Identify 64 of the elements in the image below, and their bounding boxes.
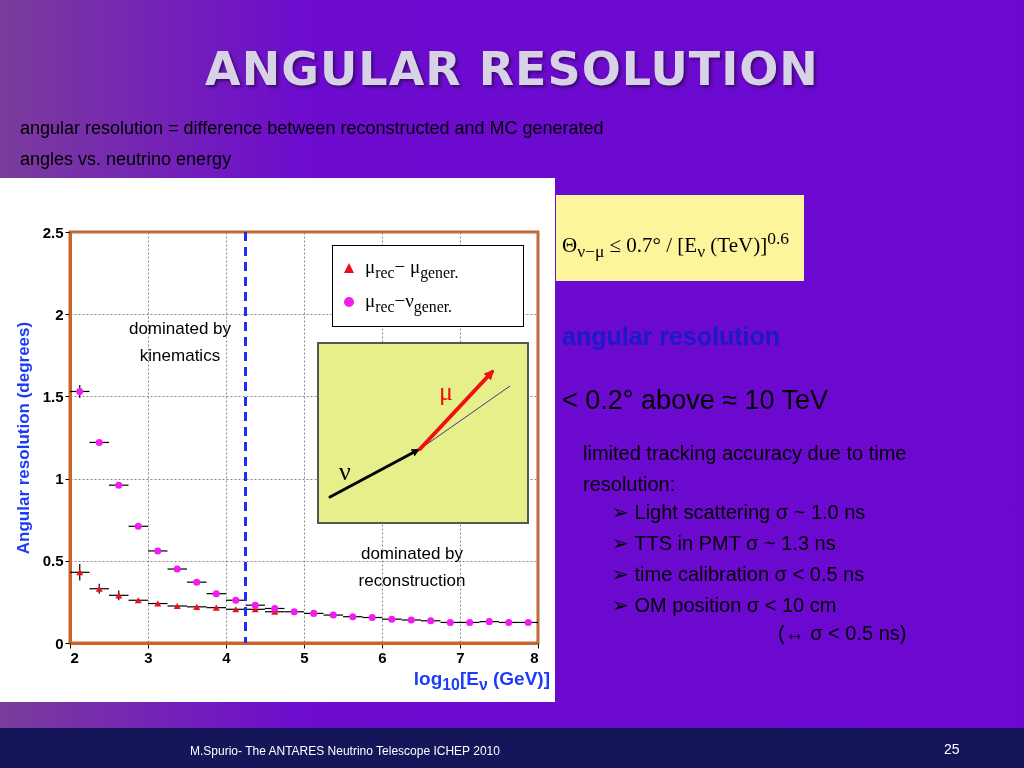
- point: [271, 604, 279, 613]
- y-tick-label: 2: [55, 305, 64, 323]
- legend-label: μ$_{rec}$−ν$_{gener.}$: [365, 290, 453, 316]
- text: ➢ time calibration σ < 0.5 ns: [612, 562, 865, 586]
- x-tick-label: 5: [300, 648, 309, 666]
- point: [154, 547, 162, 555]
- x-tick-label: 4: [222, 648, 232, 666]
- text: M.Spurio- The ANTARES Neutrino Telescope ICHEP 2010: [190, 744, 500, 758]
- point: [134, 597, 142, 604]
- annotation: dominated by kinematics: [127, 318, 233, 367]
- point: [134, 522, 142, 530]
- text: 25: [944, 741, 960, 757]
- chart-title: ANGULAR RESOLUTION: [204, 42, 820, 96]
- point: [505, 618, 513, 626]
- point: [466, 618, 474, 626]
- y-axis-title: Angular resolution (degrees): [13, 321, 33, 555]
- annotation: μ: [439, 377, 453, 406]
- point: [76, 387, 84, 395]
- vector-diagram: ν μ: [317, 342, 529, 524]
- point: [115, 481, 123, 489]
- point: [524, 618, 532, 626]
- point: [310, 609, 318, 617]
- text: ➢ Light scattering σ ~ 1.0 ns: [612, 500, 866, 524]
- point: [173, 565, 181, 573]
- point: [407, 616, 415, 624]
- point: [212, 604, 220, 611]
- x-tick-label: 7: [456, 648, 465, 666]
- y-tick-label: 1.5: [42, 387, 64, 405]
- point: [485, 618, 493, 626]
- annotation: ν: [339, 457, 351, 486]
- point: [232, 596, 240, 604]
- point: [446, 618, 454, 626]
- text: ➢ OM position σ < 10 cm: [612, 593, 837, 617]
- point: [95, 438, 103, 446]
- y-tick-label: 0: [55, 634, 64, 652]
- y-tick-label: 2.5: [42, 223, 64, 241]
- point: [193, 603, 201, 610]
- point: [251, 601, 259, 609]
- text: Θ$_{ν−μ}$ ≤ 0.7° / [E$_{ν}$ (TeV)]$^{0.6}$: [562, 228, 790, 262]
- point: [212, 590, 220, 598]
- x-axis-title: log$_{10}$[E$_{ν}$ (GeV)]: [412, 668, 550, 694]
- y-tick-label: 1: [55, 470, 64, 488]
- point: [193, 578, 201, 586]
- point: [368, 613, 376, 622]
- point: [349, 613, 357, 621]
- text: < 0.2° above ≈ 10 TeV: [562, 385, 829, 416]
- text: limited tracking accuracy due to time resolution:: [583, 441, 908, 497]
- point: [154, 600, 162, 607]
- text: angular resolution: [562, 322, 781, 351]
- text: ➢ TTS in PMT σ ~ 1.3 ns: [612, 531, 836, 555]
- text: (↔ σ < 0.5 ns): [778, 622, 907, 645]
- chart-subtitle: angular resolution = difference between reconstructed and MC generated angles vs. neutrino energy: [20, 117, 605, 171]
- point: [329, 611, 337, 619]
- annotation: dominated by reconstruction: [357, 543, 467, 592]
- x-tick-label: 3: [144, 648, 153, 666]
- point: [388, 615, 396, 623]
- x-tick-label: 6: [378, 648, 387, 666]
- point: [427, 617, 435, 625]
- x-tick-label: 8: [530, 648, 539, 666]
- point: [290, 608, 298, 616]
- y-tick-label: 0.5: [42, 552, 64, 570]
- legend-label: μ$_{rec}$− μ$_{gener.}$: [365, 256, 459, 282]
- point: [173, 602, 181, 610]
- x-tick-label: 2: [70, 648, 79, 666]
